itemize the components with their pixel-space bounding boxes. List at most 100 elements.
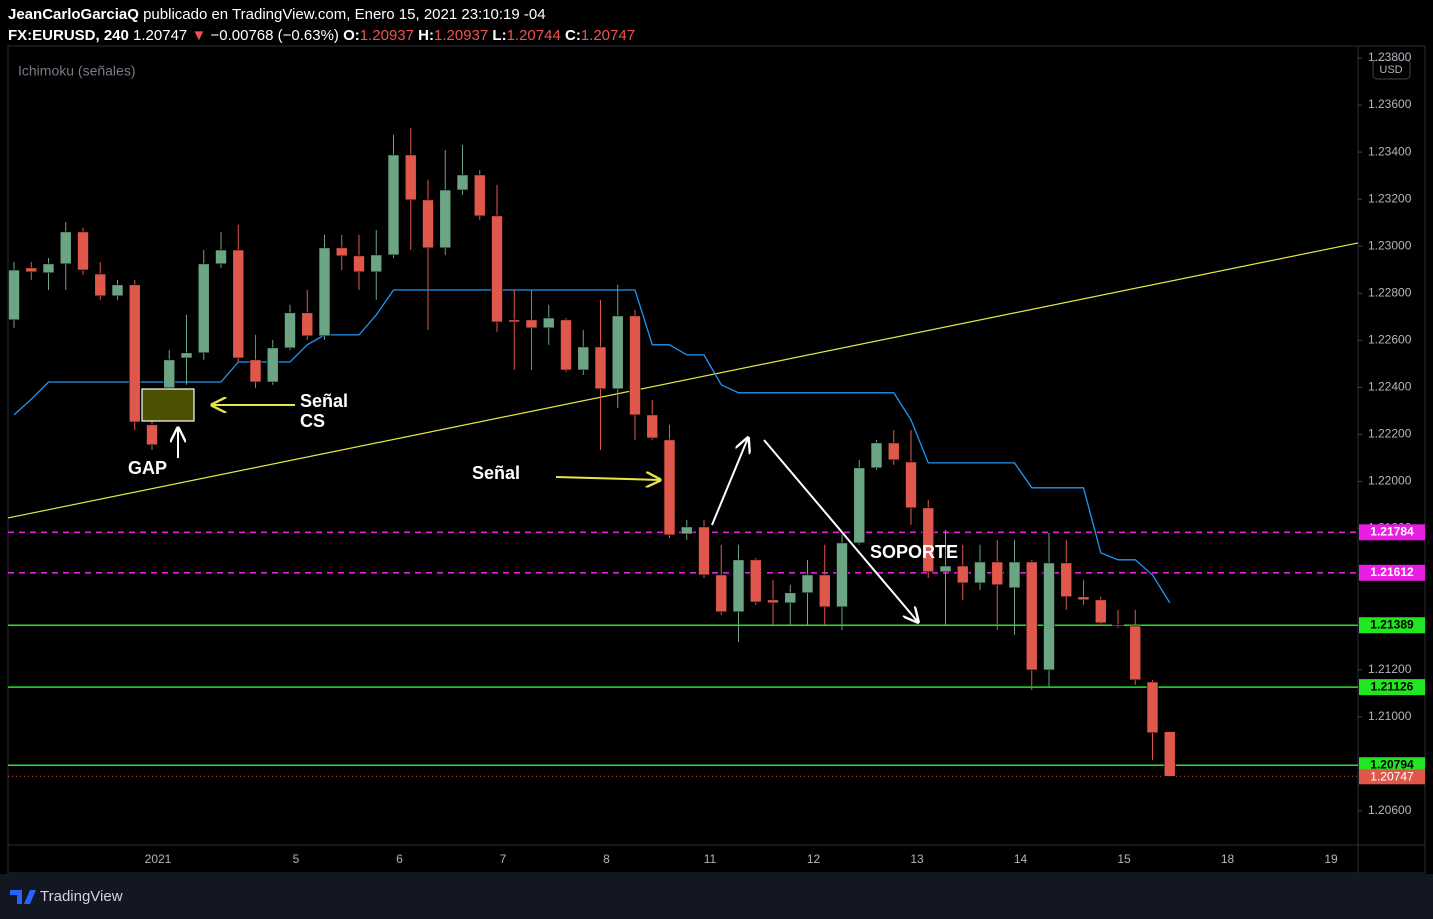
- candle-body: [1025, 561, 1038, 671]
- candle-body: [163, 359, 176, 389]
- ohlc-value: 1.20747: [580, 27, 636, 44]
- x-tick-label: 2021: [145, 852, 172, 866]
- candle-body: [77, 231, 89, 271]
- x-tick-label: 11: [704, 852, 717, 866]
- candle-body: [1008, 561, 1021, 589]
- y-tick-label: 1.23600: [1368, 97, 1412, 111]
- header-line: JeanCarloGarciaQ publicado en TradingVie…: [8, 4, 635, 25]
- candle-body: [180, 352, 193, 359]
- candle-body: [249, 359, 262, 383]
- x-tick-label: 15: [1117, 852, 1131, 866]
- candle-body: [232, 249, 245, 359]
- level-label: 1.21612: [1370, 565, 1414, 579]
- ohlc-label: L:: [492, 27, 507, 44]
- candle-body: [404, 154, 417, 201]
- candle-body: [1129, 625, 1142, 681]
- ohlc-label: H:: [418, 27, 434, 44]
- level-label-box: [1359, 679, 1425, 696]
- candle-body: [387, 154, 400, 256]
- candle-body: [905, 461, 917, 509]
- candle-body: [422, 199, 434, 249]
- header: JeanCarloGarciaQ publicado en TradingVie…: [8, 4, 635, 46]
- candle-body: [266, 347, 279, 383]
- drop-arrow: [763, 439, 918, 622]
- candle-body: [1146, 681, 1159, 734]
- candle-body: [197, 263, 210, 354]
- last-price-box: [1359, 769, 1425, 785]
- candle-body: [870, 442, 883, 469]
- candle-body: [215, 249, 227, 265]
- candle-body: [836, 542, 848, 608]
- frame: [7, 45, 1426, 874]
- symbol: FX:EURUSD, 240: [8, 27, 129, 44]
- candle-body: [94, 273, 107, 297]
- candle-body: [698, 526, 710, 576]
- ohlc-label: C:: [564, 27, 581, 44]
- x-tick-label: 14: [1014, 852, 1028, 866]
- candle-body: [801, 574, 814, 594]
- y-tick-label: 1.20600: [1368, 803, 1412, 817]
- candle-body: [922, 507, 935, 573]
- currency-badge: [1372, 59, 1411, 80]
- indicator-line: [13, 289, 1171, 604]
- candle-body: [732, 559, 745, 613]
- candle-body: [335, 247, 348, 257]
- rebound-arrow: [711, 438, 748, 526]
- candle-body: [25, 267, 38, 273]
- candle-body: [301, 312, 314, 337]
- x-tick-label: 6: [396, 852, 403, 866]
- candle-body: [629, 315, 641, 416]
- level-label-box: [1359, 757, 1425, 774]
- x-tick-label: 8: [603, 852, 610, 866]
- candle-body: [577, 346, 590, 371]
- footer: [0, 874, 1433, 919]
- x-tick-label: 12: [807, 852, 821, 866]
- y-tick-label: 1.22800: [1368, 285, 1412, 299]
- candle-body: [974, 561, 986, 584]
- support-label: SOPORTE: [870, 542, 958, 562]
- candle-body: [1077, 596, 1090, 601]
- candle-body: [42, 263, 55, 274]
- candle-body: [318, 247, 331, 337]
- candle-body: [853, 467, 866, 544]
- candle-body: [1043, 562, 1055, 671]
- price: 1.20747: [133, 27, 188, 44]
- candle-body: [1163, 731, 1176, 777]
- last-price-label: 1.20747: [1370, 769, 1414, 783]
- y-tick-label: 1.22400: [1368, 380, 1412, 394]
- y-tick-label: 1.21000: [1368, 709, 1412, 723]
- candle-body: [59, 231, 72, 265]
- header-line: FX:EURUSD, 240 1.20747 ▼ −0.00768 (−0.63…: [8, 25, 635, 46]
- logo-icon: [10, 890, 36, 904]
- candle-body: [128, 284, 141, 423]
- candle-body: [1112, 624, 1124, 627]
- y-tick-label: 1.21200: [1368, 662, 1412, 676]
- candle-body: [646, 414, 659, 439]
- candle-body: [353, 255, 365, 273]
- candle-body: [784, 592, 797, 604]
- candle-body: [887, 442, 900, 461]
- candle-body: [939, 565, 952, 573]
- candle-body: [715, 574, 728, 613]
- currency: USD: [1379, 64, 1402, 76]
- candle-body: [818, 574, 831, 608]
- candle-body: [594, 346, 607, 390]
- signal-cs-label: Señal: [300, 391, 348, 411]
- level-label-box: [1359, 617, 1425, 634]
- y-tick-label: 1.23800: [1368, 50, 1412, 64]
- x-tick-label: 5: [293, 852, 300, 866]
- ohlc-label: O:: [343, 27, 360, 44]
- y-tick-label: 1.23400: [1368, 144, 1412, 158]
- candle-body: [146, 424, 158, 446]
- candle-body: [560, 319, 572, 371]
- candle-body: [680, 526, 693, 535]
- indicator-title: Ichimoku (señales): [18, 63, 136, 79]
- candle-body: [370, 254, 383, 273]
- change-arrow: ▼: [191, 27, 207, 44]
- author: JeanCarloGarciaQ: [8, 6, 139, 23]
- candle-body: [611, 315, 624, 390]
- level-label: 1.20794: [1370, 757, 1414, 771]
- candle-body: [749, 559, 762, 603]
- candle-body: [542, 317, 555, 329]
